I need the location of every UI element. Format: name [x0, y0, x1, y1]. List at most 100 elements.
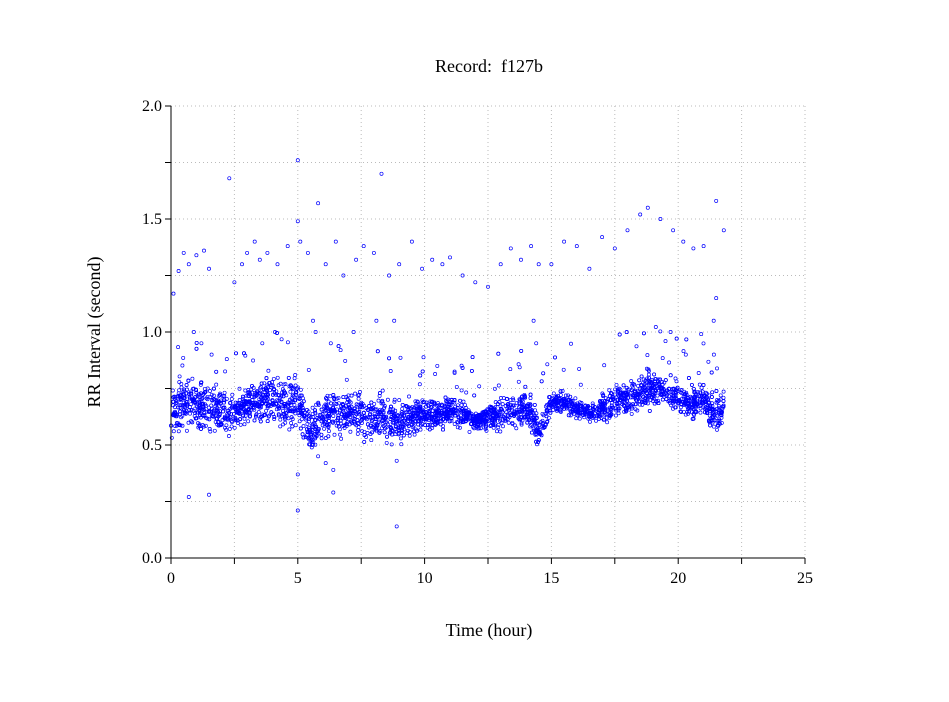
data-point: [176, 405, 181, 410]
data-point: [290, 417, 295, 422]
data-point: [387, 410, 392, 415]
data-point: [232, 425, 237, 430]
data-point: [177, 374, 182, 379]
data-point: [300, 432, 305, 437]
axes: 0 5 10 15 20 25 0.0 0.5 1.0 1.5 2.0: [142, 98, 813, 587]
data-point: [336, 401, 341, 406]
data-point: [182, 396, 187, 401]
data-point: [238, 417, 243, 422]
data-point: [500, 402, 505, 407]
data-point: [617, 406, 622, 411]
data-point: [602, 363, 607, 368]
data-point: [214, 408, 219, 413]
data-point: [649, 378, 654, 382]
data-point: [323, 461, 328, 466]
data-point: [173, 411, 178, 415]
data-point: [448, 403, 453, 407]
data-point: [295, 158, 300, 163]
data-point: [261, 399, 266, 403]
data-point: [438, 422, 443, 427]
data-point: [431, 420, 436, 425]
data-point: [377, 393, 382, 398]
data-point: [281, 394, 286, 399]
x-tick-label: 25: [797, 570, 813, 587]
data-point: [388, 424, 393, 429]
data-point: [232, 405, 237, 410]
data-point: [694, 409, 699, 414]
data-point: [388, 417, 393, 421]
data-point: [446, 405, 451, 410]
data-point: [568, 409, 573, 414]
data-point: [182, 409, 187, 414]
data-point: [602, 417, 607, 422]
data-point: [427, 410, 432, 415]
data-point: [639, 382, 644, 387]
data-point: [231, 416, 236, 421]
data-point: [400, 413, 405, 418]
data-point: [316, 429, 320, 434]
data-point: [361, 244, 366, 249]
data-point: [365, 422, 370, 427]
data-point: [592, 411, 597, 416]
data-point: [186, 420, 191, 425]
data-point: [367, 415, 372, 420]
data-point: [522, 415, 526, 420]
data-point: [181, 392, 186, 397]
data-point: [400, 402, 405, 407]
data-point: [701, 383, 706, 387]
data-point: [443, 395, 448, 400]
data-point: [371, 250, 376, 255]
data-point: [436, 416, 441, 421]
data-point: [641, 390, 646, 395]
data-point: [435, 419, 440, 424]
data-point: [389, 404, 393, 409]
data-point: [399, 419, 404, 424]
data-point: [456, 414, 461, 419]
data-point: [656, 401, 661, 406]
data-point: [186, 262, 191, 267]
data-point: [267, 403, 271, 408]
data-point: [176, 345, 181, 350]
data-point: [523, 384, 528, 389]
data-point: [199, 401, 204, 406]
data-point: [516, 416, 521, 421]
data-point: [353, 391, 358, 396]
data-point: [455, 425, 460, 430]
data-point: [264, 399, 269, 404]
data-point: [319, 432, 324, 437]
y-tick-label: 1.5: [142, 211, 162, 228]
data-point: [641, 377, 646, 382]
data-point: [331, 419, 336, 424]
data-point: [373, 415, 378, 420]
data-point: [313, 417, 318, 422]
data-point: [465, 414, 470, 419]
data-point: [400, 422, 405, 427]
data-point: [204, 396, 209, 401]
data-point: [298, 404, 303, 409]
data-point: [174, 421, 179, 426]
data-point: [361, 410, 366, 415]
data-point: [221, 409, 226, 414]
data-point: [433, 422, 438, 427]
data-point: [681, 349, 686, 354]
data-point: [401, 433, 406, 438]
data-point: [355, 431, 360, 436]
data-point: [634, 393, 639, 398]
data-point: [362, 439, 367, 444]
data-point: [356, 396, 361, 401]
data-point: [452, 398, 457, 402]
data-point: [324, 404, 329, 409]
data-point: [492, 423, 497, 428]
data-point: [537, 430, 542, 435]
data-point: [182, 388, 187, 393]
data-point: [601, 401, 606, 406]
data-point: [648, 398, 653, 402]
data-point: [471, 425, 476, 430]
data-point: [514, 400, 519, 405]
data-point: [399, 431, 404, 436]
data-point: [528, 410, 533, 415]
data-point: [320, 423, 325, 428]
data-point: [668, 330, 673, 334]
data-point: [273, 330, 277, 334]
data-point: [671, 228, 676, 233]
